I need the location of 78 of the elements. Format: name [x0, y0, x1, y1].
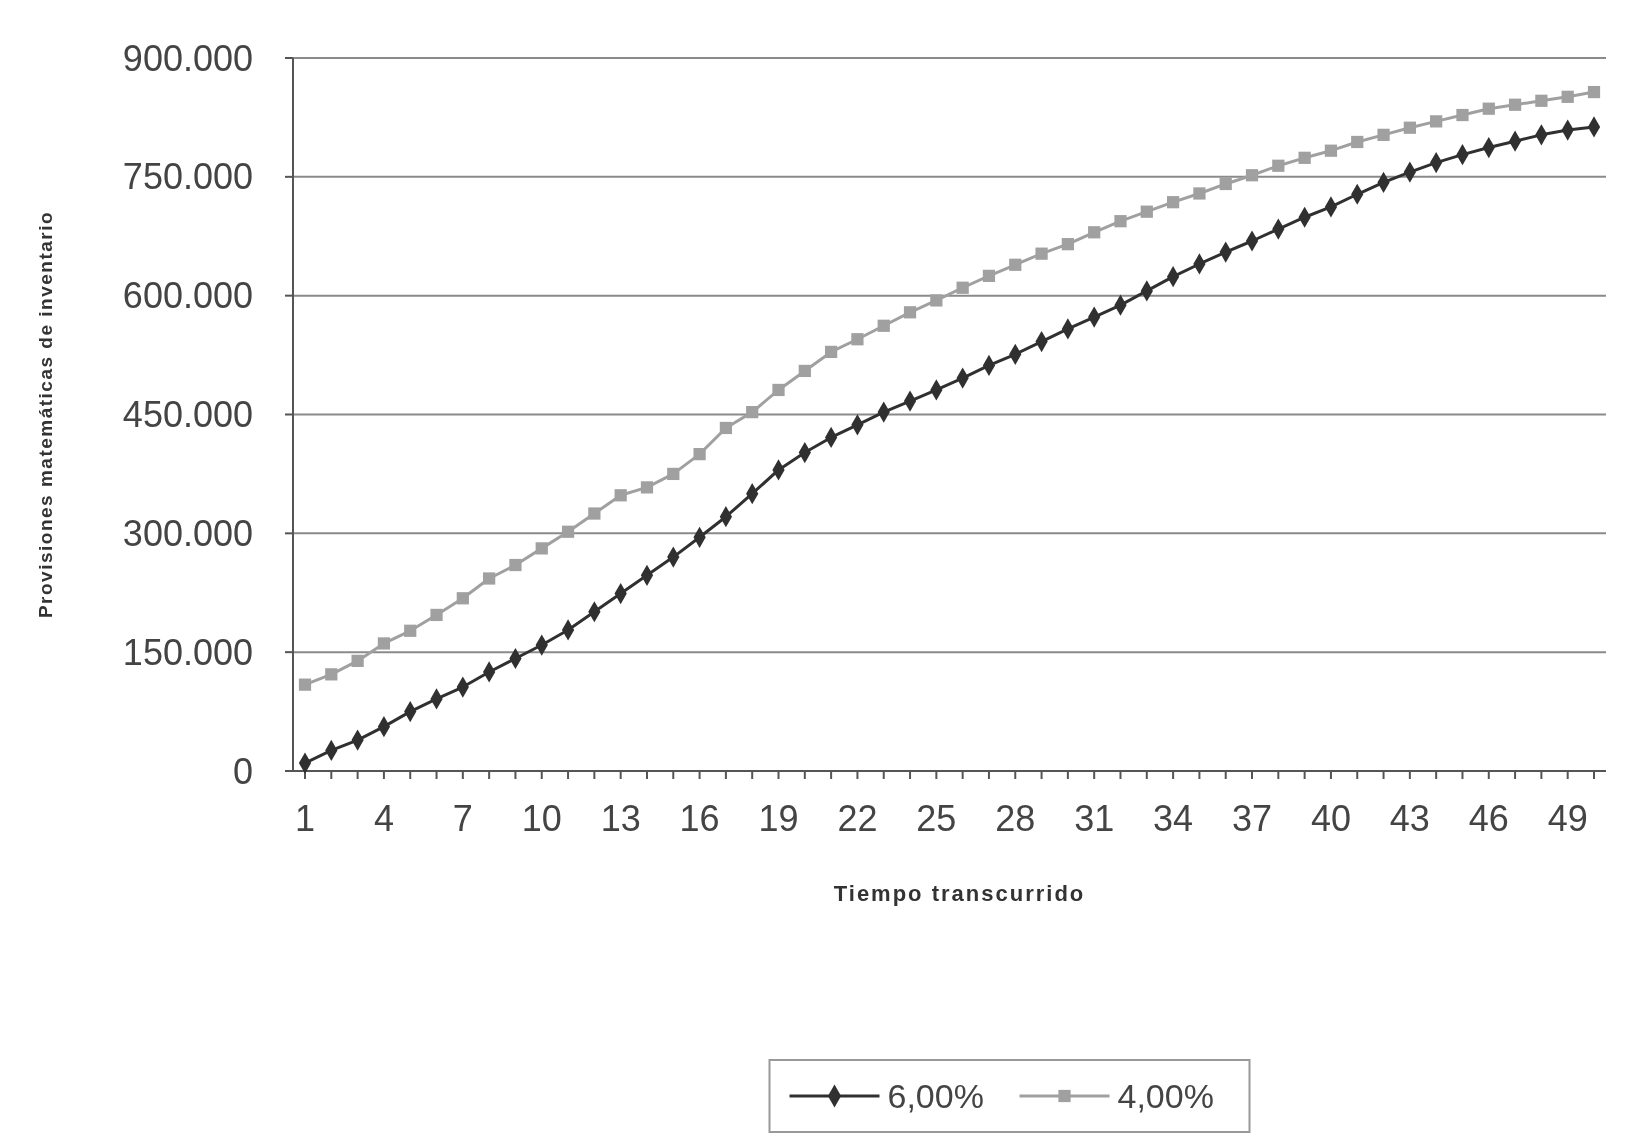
- point: [351, 654, 364, 667]
- point: [1508, 98, 1522, 111]
- point: [1140, 205, 1153, 218]
- legend-label: 6,00%: [887, 1076, 984, 1115]
- point: [667, 467, 680, 481]
- point: [1009, 258, 1022, 271]
- point: [1245, 169, 1259, 182]
- y-tick-label: 450.000: [122, 394, 253, 436]
- y-tick-label: 900.000: [122, 37, 253, 79]
- point: [693, 447, 706, 461]
- point: [1061, 238, 1074, 251]
- point: [1035, 247, 1048, 260]
- point: [877, 319, 890, 332]
- point: [298, 678, 312, 691]
- x-tick-label: 19: [758, 798, 799, 839]
- point: [1587, 85, 1601, 99]
- point: [746, 406, 759, 419]
- y-tick-label: 300.000: [122, 512, 253, 554]
- y-tick-label: 0: [232, 750, 253, 792]
- point: [930, 294, 943, 307]
- point: [719, 421, 733, 435]
- x-tick-label: 22: [837, 798, 878, 839]
- point: [1535, 94, 1548, 107]
- x-tick-label: 16: [679, 798, 720, 839]
- point: [404, 624, 417, 637]
- y-tick-label: 750.000: [122, 156, 253, 198]
- x-tick-label: 49: [1547, 798, 1588, 839]
- x-tick-label: 40: [1310, 798, 1351, 839]
- point: [614, 489, 627, 502]
- point: [1351, 135, 1364, 149]
- point: [798, 364, 811, 378]
- legend-label: 4,00%: [1117, 1076, 1214, 1115]
- point: [772, 383, 785, 397]
- point: [1482, 102, 1495, 115]
- point: [1193, 187, 1206, 200]
- x-tick-label: 46: [1468, 798, 1509, 839]
- point: [1114, 215, 1127, 228]
- point: [483, 572, 496, 585]
- x-tick-label: 31: [1074, 798, 1115, 839]
- x-tick-label: 37: [1232, 798, 1273, 839]
- point: [1324, 144, 1338, 157]
- x-tick-label: 13: [600, 798, 641, 839]
- point: [1561, 90, 1574, 103]
- y-tick-label: 600.000: [122, 275, 253, 317]
- y-tick-label: 150.000: [122, 631, 253, 673]
- point: [1430, 115, 1443, 128]
- x-tick-label: 1: [294, 798, 316, 839]
- point: [982, 269, 996, 282]
- x-tick-label: 10: [521, 798, 562, 839]
- x-tick-label: 7: [452, 798, 473, 839]
- point: [456, 592, 469, 605]
- x-tick-label: 34: [1153, 798, 1194, 839]
- point: [1403, 121, 1416, 134]
- point: [851, 333, 864, 346]
- x-tick-label: 4: [373, 798, 394, 839]
- y-axis-title: Provisiones matemáticas de inventario: [35, 210, 56, 619]
- point: [640, 481, 654, 494]
- point: [1298, 151, 1311, 164]
- point: [903, 306, 917, 319]
- point: [561, 525, 575, 538]
- point: [430, 608, 443, 622]
- point: [1456, 108, 1469, 122]
- point: [1088, 226, 1101, 239]
- point: [956, 281, 969, 294]
- point: [325, 668, 338, 681]
- x-tick-label: 28: [995, 798, 1036, 839]
- x-tick-label: 25: [916, 798, 957, 839]
- x-tick-label: 43: [1389, 798, 1430, 839]
- point: [509, 558, 522, 572]
- point: [377, 637, 391, 650]
- point: [1219, 177, 1232, 191]
- x-axis-title: Tiempo transcurrido: [833, 881, 1086, 906]
- point: [1377, 128, 1390, 141]
- point: [535, 542, 548, 555]
- point: [588, 507, 601, 520]
- point: [1166, 196, 1180, 209]
- point: [1272, 159, 1285, 172]
- point: [825, 345, 838, 359]
